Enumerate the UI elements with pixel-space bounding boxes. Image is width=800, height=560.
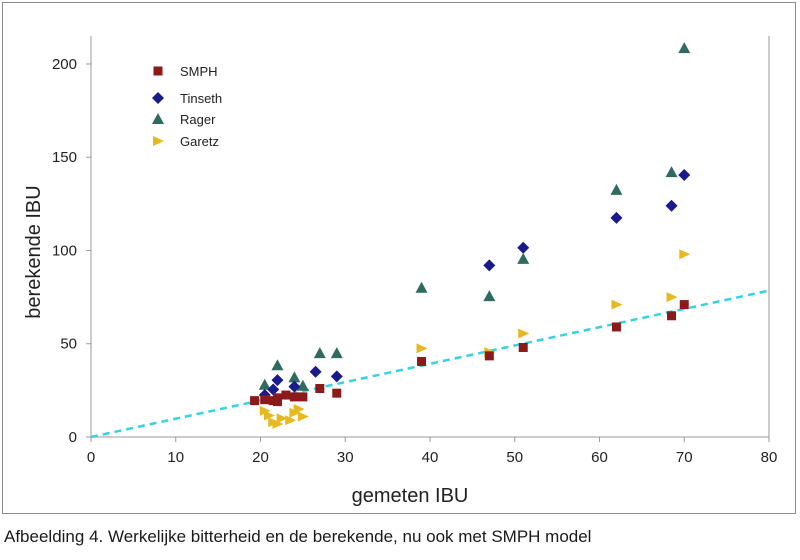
legend-marker-rager <box>152 113 164 124</box>
smph-point <box>272 393 282 403</box>
legend-marker-smph <box>153 66 163 76</box>
legend-item-smph: SMPH <box>153 64 218 79</box>
smph-point <box>679 300 689 310</box>
legend: SMPH Tinseth Rager Garetz <box>152 64 222 149</box>
x-axis-title: gemeten IBU <box>352 485 469 507</box>
data-points <box>250 42 691 429</box>
x-tick-label: 50 <box>506 449 523 466</box>
legend-label: Tinseth <box>180 91 222 106</box>
smph-point <box>667 311 677 321</box>
garetz-point <box>285 415 297 426</box>
x-tick-label: 20 <box>252 449 269 466</box>
series-garetz <box>259 249 691 429</box>
rager-point <box>330 347 343 359</box>
tinseth-point <box>271 374 284 387</box>
series-rager <box>258 42 691 391</box>
series-tinseth <box>258 168 691 402</box>
smph-point <box>611 322 621 332</box>
garetz-point <box>518 328 530 339</box>
identity-dashed-line <box>90 289 770 439</box>
legend-marker-tinseth <box>152 92 164 104</box>
x-tick-label: 80 <box>761 449 778 466</box>
rager-point <box>678 42 691 54</box>
garetz-point <box>297 411 309 422</box>
y-tick-label: 50 <box>60 336 77 353</box>
rager-point <box>296 379 309 391</box>
rager-point <box>665 166 678 178</box>
tinseth-point <box>610 211 623 224</box>
x-tick-label: 30 <box>337 449 354 466</box>
x-tick-label: 10 <box>167 449 184 466</box>
x-tick-label: 70 <box>676 449 693 466</box>
smph-point <box>332 388 342 398</box>
rager-point <box>517 252 530 264</box>
tinseth-point <box>288 380 301 393</box>
axes: 0 10 20 30 40 50 60 70 80 0 50 100 150 200 <box>52 36 777 466</box>
y-tick-label: 200 <box>52 56 77 73</box>
rager-point <box>271 359 284 371</box>
legend-marker-garetz <box>153 136 164 146</box>
garetz-point <box>259 405 271 416</box>
tinseth-point <box>678 168 691 181</box>
smph-point <box>484 351 494 361</box>
legend-item-tinseth: Tinseth <box>152 91 222 106</box>
tinseth-point <box>517 241 530 254</box>
y-tick-label: 150 <box>52 149 77 166</box>
y-tick-label: 100 <box>52 242 77 259</box>
x-tick-label: 0 <box>87 449 95 466</box>
smph-point <box>250 396 260 406</box>
smph-point <box>281 390 291 400</box>
smph-point <box>289 392 299 402</box>
smph-point <box>298 392 308 402</box>
smph-point <box>260 395 270 405</box>
smph-point <box>315 384 325 394</box>
rager-point <box>415 281 428 293</box>
y-axis-title: berekende IBU <box>23 185 45 318</box>
tinseth-point <box>309 365 322 378</box>
smph-point <box>518 342 528 352</box>
smph-point <box>417 356 427 366</box>
chart-frame <box>2 2 796 514</box>
garetz-point <box>272 418 284 429</box>
rager-point <box>313 347 326 359</box>
garetz-point <box>416 343 428 354</box>
rager-point <box>258 378 271 390</box>
garetz-point <box>679 249 691 260</box>
rager-point <box>288 371 301 383</box>
tinseth-point <box>330 370 343 383</box>
legend-label: Garetz <box>180 134 219 149</box>
reference-line <box>90 289 770 439</box>
legend-label: SMPH <box>180 64 218 79</box>
tinseth-point <box>665 199 678 212</box>
x-tick-label: 60 <box>591 449 608 466</box>
rager-point <box>483 290 496 302</box>
legend-item-rager: Rager <box>152 112 216 127</box>
garetz-point <box>611 299 623 310</box>
legend-label: Rager <box>180 112 216 127</box>
series-smph <box>250 300 689 407</box>
garetz-point <box>263 410 275 421</box>
garetz-point <box>276 413 288 424</box>
garetz-point <box>666 292 678 303</box>
figure-caption: Afbeelding 4. Werkelijke bitterheid en d… <box>4 527 592 546</box>
legend-item-garetz: Garetz <box>153 134 219 149</box>
tinseth-point <box>267 383 280 396</box>
rager-point <box>610 183 623 195</box>
x-tick-label: 40 <box>422 449 439 466</box>
y-tick-label: 0 <box>69 429 77 446</box>
scatter-chart: 0 10 20 30 40 50 60 70 80 0 50 100 150 200 SMPH Tinset… <box>23 36 777 507</box>
garetz-point <box>293 404 305 415</box>
tinseth-point <box>483 259 496 272</box>
